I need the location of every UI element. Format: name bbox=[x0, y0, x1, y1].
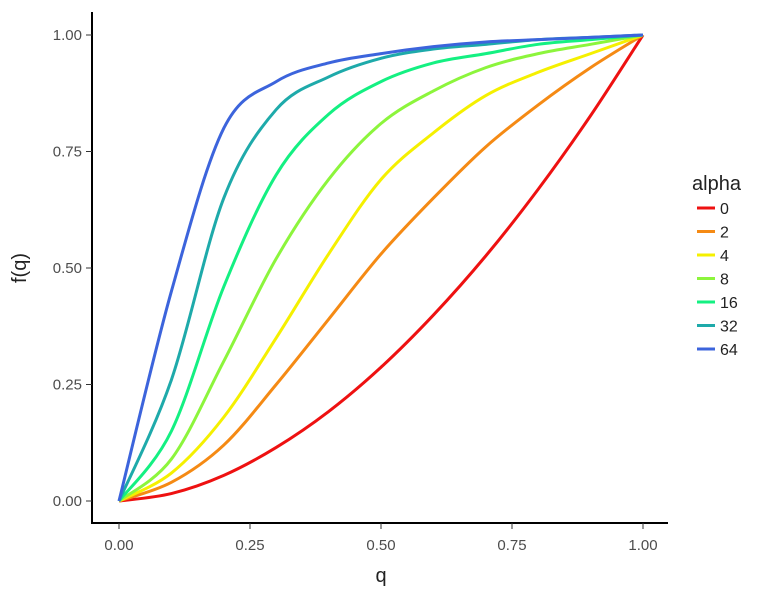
line-series bbox=[118, 33, 644, 503]
legend-label: 0 bbox=[720, 201, 729, 218]
legend-title: alpha bbox=[692, 173, 742, 195]
line-series bbox=[118, 34, 645, 503]
x-tick-label: 0.50 bbox=[366, 537, 395, 554]
line-series bbox=[117, 33, 644, 502]
x-axis-title: q bbox=[375, 565, 386, 587]
legend-label: 64 bbox=[720, 342, 738, 359]
legend-label: 2 bbox=[720, 225, 729, 242]
x-tick-label: 0.00 bbox=[104, 537, 133, 554]
legend-label: 32 bbox=[720, 319, 738, 336]
y-tick-label: 0.75 bbox=[53, 144, 82, 161]
x-tick-label: 0.25 bbox=[235, 537, 264, 554]
line-series bbox=[118, 33, 644, 503]
x-tick-label: 1.00 bbox=[628, 537, 657, 554]
line-series bbox=[117, 33, 644, 502]
legend-label: 4 bbox=[720, 248, 729, 265]
y-tick-label: 0.50 bbox=[53, 260, 82, 277]
y-tick-label: 1.00 bbox=[53, 27, 82, 44]
line-series bbox=[117, 33, 644, 502]
y-axis-title: f(q) bbox=[9, 253, 31, 283]
x-tick-label: 0.75 bbox=[497, 537, 526, 554]
y-tick-label: 0.25 bbox=[53, 377, 82, 394]
y-tick-label: 0.00 bbox=[53, 493, 82, 510]
legend-label: 16 bbox=[720, 295, 738, 312]
legend-label: 8 bbox=[720, 272, 729, 289]
line-series bbox=[118, 33, 644, 503]
